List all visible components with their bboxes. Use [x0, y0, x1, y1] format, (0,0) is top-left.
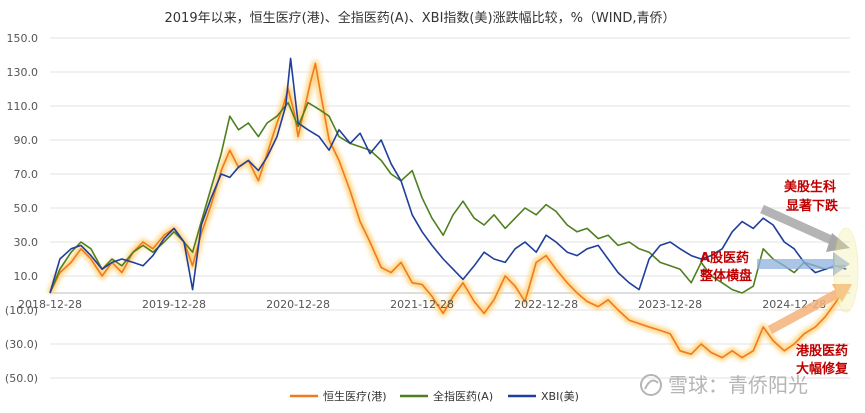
- y-tick-label: 130.0: [7, 66, 39, 79]
- annotation-arrow-us: [760, 204, 840, 248]
- x-tick-label: 2018-12-28: [18, 298, 82, 311]
- annotation-label-a-1: A股医药: [700, 250, 749, 266]
- x-tick-label: 2022-12-28: [514, 298, 578, 311]
- legend-label-a: 全指医药(A): [433, 389, 493, 403]
- x-tick-label: 2019-12-28: [142, 298, 206, 311]
- annotation-us-biotech: 美股生科 显著下跌: [760, 179, 850, 252]
- legend-label-xbi: XBI(美): [541, 390, 579, 403]
- annotation-band-a: [757, 259, 835, 269]
- legend-label-hk: 恒生医疗(港): [323, 389, 387, 403]
- annotation-label-us-2: 显著下跌: [786, 198, 839, 214]
- annotation-a-share: A股医药 整体横盘: [699, 250, 850, 284]
- y-tick-label: 10.0: [14, 270, 39, 283]
- y-tick-label: 110.0: [7, 100, 39, 113]
- legend: 恒生医疗(港) 全指医药(A) XBI(美): [290, 389, 579, 403]
- annotation-label-hk-1: 港股医药: [796, 343, 848, 359]
- series-line-0: [49, 62, 847, 359]
- y-tick-label: 70.0: [14, 168, 39, 181]
- y-tick-label: (30.0): [5, 338, 38, 351]
- x-tick-label: 2023-12-28: [638, 298, 702, 311]
- snowball-logo-icon: [640, 374, 662, 396]
- chart-title: 2019年以来，恒生医疗(港)、全指医药(A)、XBI指数(美)涨跌幅比较，%（…: [165, 10, 676, 26]
- gridlines: [50, 37, 850, 379]
- annotation-label-hk-2: 大幅修复: [796, 361, 849, 377]
- y-tick-label: (50.0): [5, 372, 38, 385]
- y-tick-label: 90.0: [14, 134, 39, 147]
- x-tick-label: 2020-12-28: [266, 298, 330, 311]
- annotation-hk-healthcare: 港股医药 大幅修复: [767, 284, 852, 377]
- x-axis-ticks: 2018-12-28 2019-12-28 2020-12-28 2021-12-28…: [18, 298, 826, 311]
- watermark-text: 雪球：青侨阳光: [668, 373, 808, 397]
- y-tick-label: 50.0: [14, 202, 39, 215]
- x-tick-label: 2021-12-28: [390, 298, 454, 311]
- y-tick-label: (10.0): [5, 304, 38, 317]
- annotation-label-us-1: 美股生科: [784, 179, 836, 195]
- y-tick-label: 150.0: [7, 32, 39, 45]
- series-glow-0: [46, 60, 850, 362]
- annotation-arrowhead-us: [826, 233, 850, 252]
- watermark: 雪球：青侨阳光: [640, 373, 808, 397]
- highlight-ellipse: [833, 227, 859, 313]
- annotation-arrowhead-hk: [832, 284, 852, 302]
- series-layer: [46, 57, 850, 362]
- y-axis-ticks: 150.0 130.0 110.0 90.0 70.0 50.0 30.0 10.0 (10.0…: [5, 32, 38, 385]
- annotation-arrowhead-a: [833, 252, 850, 276]
- y-tick-label: 30.0: [14, 236, 39, 249]
- annotation-label-a-2: 整体横盘: [699, 268, 752, 284]
- annotation-arrow-hk: [767, 288, 843, 334]
- series-line-2: [49, 57, 847, 294]
- snowball-logo-swirl-icon: [644, 379, 659, 390]
